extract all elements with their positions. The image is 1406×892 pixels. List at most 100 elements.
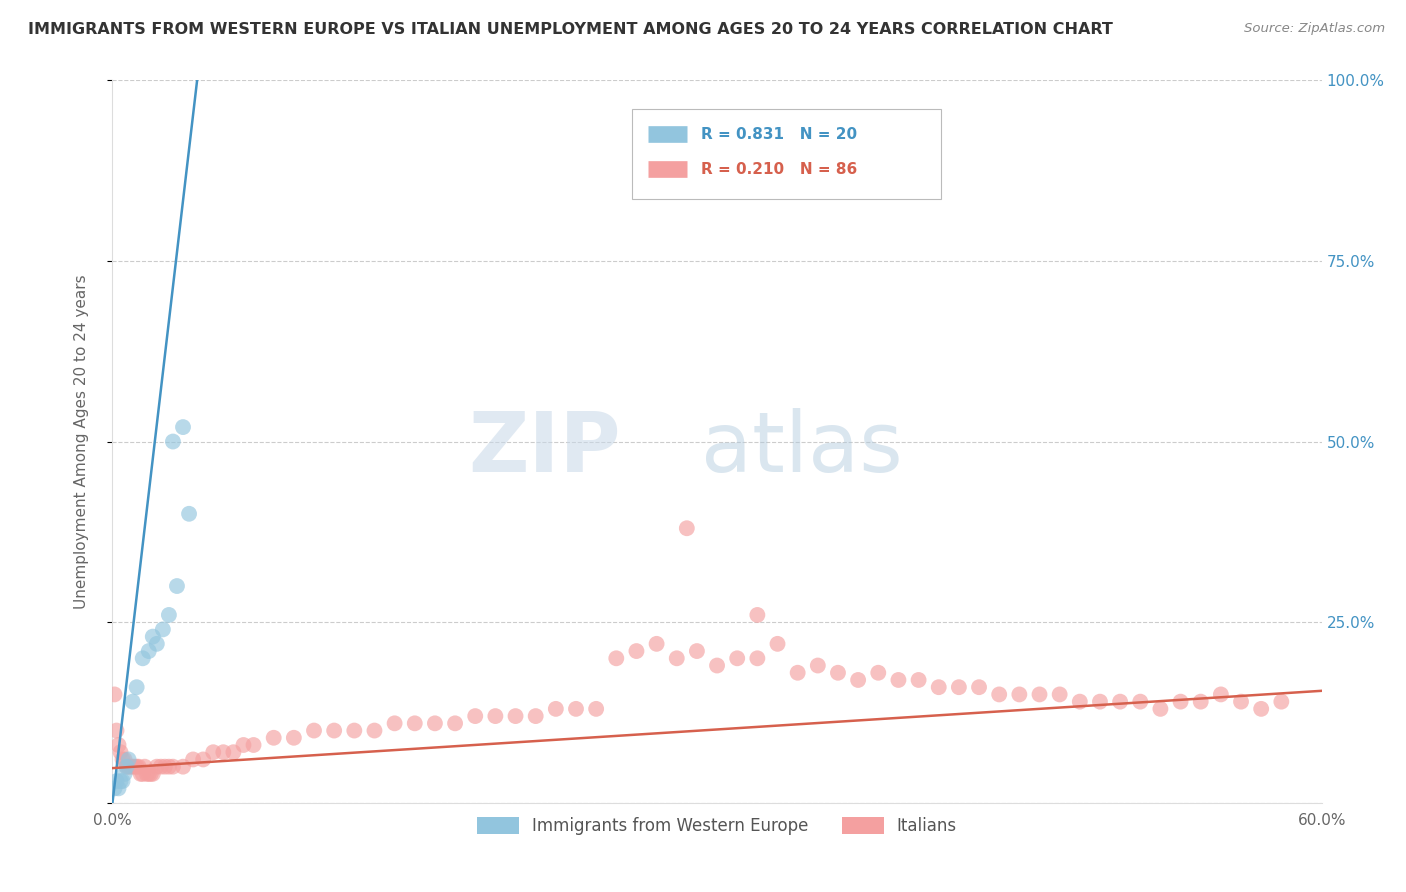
Point — [585, 702, 607, 716]
Point — [1028, 687, 1050, 701]
Point — [484, 709, 506, 723]
Point — [110, 745, 132, 759]
Point — [686, 644, 709, 658]
Point — [125, 760, 148, 774]
Point — [146, 637, 169, 651]
Point — [384, 716, 406, 731]
Point — [524, 709, 547, 723]
Point — [153, 760, 176, 774]
Point — [138, 767, 160, 781]
Point — [172, 420, 194, 434]
Point — [139, 767, 162, 781]
Point — [111, 774, 134, 789]
Point — [675, 521, 697, 535]
Point — [157, 760, 180, 774]
Point — [363, 723, 385, 738]
Point — [142, 630, 165, 644]
Point — [117, 760, 139, 774]
Point — [302, 723, 325, 738]
Point — [706, 658, 728, 673]
Text: atlas: atlas — [700, 409, 903, 490]
Point — [1109, 695, 1132, 709]
Point — [107, 781, 129, 796]
Point — [103, 687, 125, 701]
Point — [423, 716, 446, 731]
Point — [948, 680, 970, 694]
Point — [343, 723, 366, 738]
Point — [132, 767, 155, 781]
Point — [191, 752, 214, 766]
Text: ZIP: ZIP — [468, 409, 620, 490]
Point — [166, 579, 188, 593]
Point — [222, 745, 245, 759]
Point — [645, 637, 668, 651]
Point — [846, 673, 869, 687]
Point — [988, 687, 1011, 701]
Point — [105, 723, 128, 738]
Point — [202, 745, 225, 759]
Legend: Immigrants from Western Europe, Italians: Immigrants from Western Europe, Italians — [471, 810, 963, 841]
Point — [263, 731, 285, 745]
Point — [120, 760, 142, 774]
Point — [725, 651, 748, 665]
Point — [152, 623, 174, 637]
Point — [1209, 687, 1232, 701]
Point — [464, 709, 486, 723]
Point — [121, 695, 143, 709]
Point — [242, 738, 264, 752]
Point — [157, 607, 180, 622]
Point — [565, 702, 588, 716]
Point — [105, 774, 128, 789]
Point — [747, 607, 769, 622]
Point — [1189, 695, 1212, 709]
Point — [1270, 695, 1292, 709]
Point — [162, 760, 184, 774]
Point — [142, 767, 165, 781]
Point — [134, 760, 156, 774]
Point — [928, 680, 950, 694]
Point — [283, 731, 305, 745]
Point — [868, 665, 890, 680]
Text: R = 0.831   N = 20: R = 0.831 N = 20 — [702, 127, 858, 142]
Point — [1230, 695, 1253, 709]
Point — [404, 716, 426, 731]
Point — [444, 716, 467, 731]
Point — [110, 774, 132, 789]
Point — [125, 680, 148, 694]
Point — [605, 651, 627, 665]
Point — [807, 658, 830, 673]
Point — [124, 760, 146, 774]
Point — [907, 673, 929, 687]
Point — [177, 507, 200, 521]
Point — [665, 651, 688, 665]
Point — [626, 644, 648, 658]
Y-axis label: Unemployment Among Ages 20 to 24 years: Unemployment Among Ages 20 to 24 years — [75, 274, 89, 609]
Point — [114, 752, 136, 766]
Text: Source: ZipAtlas.com: Source: ZipAtlas.com — [1244, 22, 1385, 36]
Point — [162, 434, 184, 449]
Point — [766, 637, 789, 651]
Point — [786, 665, 808, 680]
Text: R = 0.210   N = 86: R = 0.210 N = 86 — [702, 161, 858, 177]
Point — [1250, 702, 1272, 716]
Point — [132, 651, 155, 665]
Point — [1049, 687, 1071, 701]
Point — [111, 752, 134, 766]
Point — [1149, 702, 1171, 716]
Point — [138, 644, 160, 658]
Point — [232, 738, 254, 752]
Point — [103, 781, 125, 796]
Point — [121, 760, 143, 774]
Point — [107, 738, 129, 752]
Point — [1069, 695, 1091, 709]
Text: IMMIGRANTS FROM WESTERN EUROPE VS ITALIAN UNEMPLOYMENT AMONG AGES 20 TO 24 YEARS: IMMIGRANTS FROM WESTERN EUROPE VS ITALIA… — [28, 22, 1114, 37]
Point — [1088, 695, 1111, 709]
Point — [1170, 695, 1192, 709]
Point — [114, 767, 136, 781]
Point — [135, 767, 157, 781]
Point — [115, 760, 138, 774]
Point — [115, 760, 138, 774]
Point — [323, 723, 346, 738]
Point — [181, 752, 204, 766]
Point — [967, 680, 990, 694]
